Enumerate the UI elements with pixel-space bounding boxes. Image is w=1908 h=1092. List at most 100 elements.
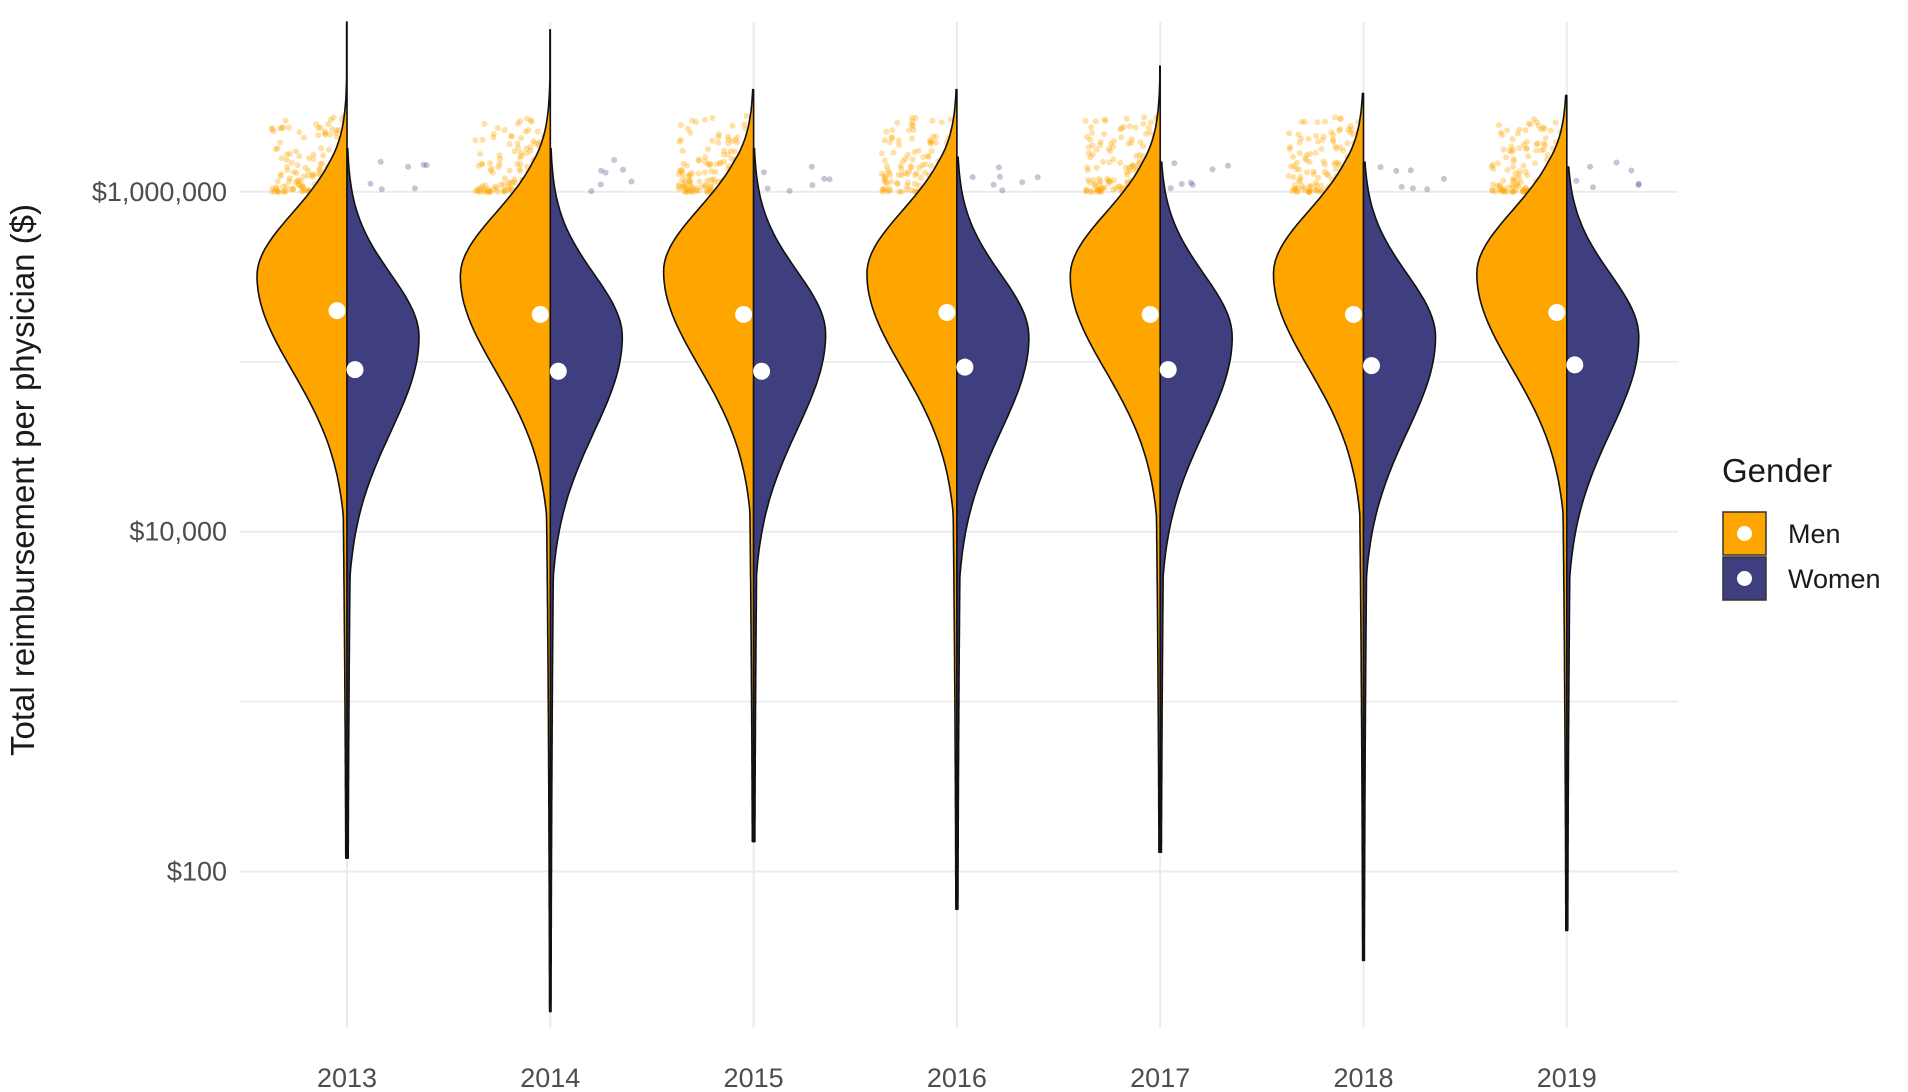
outlier-point bbox=[1512, 187, 1519, 194]
legend-item-women: Women bbox=[1722, 556, 1881, 601]
outlier-point bbox=[1305, 135, 1312, 142]
outlier-point bbox=[1096, 188, 1103, 195]
outlier-point bbox=[1377, 164, 1384, 171]
outlier-point bbox=[701, 116, 708, 123]
outlier-point bbox=[690, 188, 697, 195]
outlier-point bbox=[969, 174, 976, 181]
outlier-point bbox=[1297, 177, 1304, 183]
outlier-point bbox=[517, 154, 524, 161]
outlier-point bbox=[889, 135, 896, 142]
outlier-point bbox=[721, 147, 728, 154]
outlier-point bbox=[883, 163, 890, 170]
outlier-point bbox=[702, 182, 709, 189]
outlier-point bbox=[688, 184, 695, 191]
outlier-point bbox=[486, 188, 493, 195]
outlier-point bbox=[309, 173, 316, 180]
outlier-point bbox=[679, 176, 686, 183]
outlier-point bbox=[1509, 136, 1516, 143]
outlier-point bbox=[1321, 161, 1328, 168]
outlier-point bbox=[1514, 180, 1521, 187]
outlier-point bbox=[277, 139, 284, 146]
outlier-point bbox=[686, 179, 693, 186]
outlier-point bbox=[1291, 186, 1298, 193]
outlier-point bbox=[1097, 178, 1104, 185]
outlier-point bbox=[1336, 162, 1343, 168]
outlier-point bbox=[274, 188, 281, 195]
outlier-point bbox=[322, 130, 329, 137]
outlier-point bbox=[1123, 169, 1130, 176]
outlier-point bbox=[1509, 177, 1516, 184]
outlier-point bbox=[693, 118, 699, 125]
outlier-point bbox=[1533, 119, 1540, 126]
x-tick-label: 2018 bbox=[1333, 1063, 1393, 1092]
outlier-point bbox=[611, 157, 618, 163]
outlier-point bbox=[315, 171, 322, 178]
outlier-point bbox=[518, 152, 525, 159]
outlier-point bbox=[1320, 158, 1327, 165]
outlier-point bbox=[1305, 188, 1312, 195]
outlier-point bbox=[1535, 122, 1542, 129]
legend-label: Men bbox=[1788, 519, 1841, 549]
outlier-point bbox=[913, 170, 920, 177]
outlier-point bbox=[527, 117, 534, 124]
outlier-point bbox=[272, 146, 279, 152]
outlier-point bbox=[1440, 175, 1447, 182]
y-axis: $100 $10,000 $1,000,000 bbox=[92, 177, 227, 887]
outlier-point bbox=[909, 118, 916, 125]
outlier-point bbox=[1117, 159, 1124, 166]
outlier-point bbox=[1293, 166, 1300, 172]
median-dot-women bbox=[346, 361, 364, 379]
outlier-point bbox=[704, 186, 711, 193]
outlier-point bbox=[1082, 118, 1089, 125]
outlier-point bbox=[488, 165, 495, 172]
outlier-point bbox=[1296, 139, 1303, 146]
outlier-point bbox=[920, 154, 927, 161]
outlier-point bbox=[904, 151, 911, 158]
outlier-point bbox=[1096, 180, 1103, 187]
outlier-point bbox=[1225, 162, 1231, 169]
outlier-point bbox=[1148, 119, 1154, 126]
outlier-point bbox=[724, 151, 731, 158]
outlier-point bbox=[684, 162, 690, 169]
outlier-point bbox=[895, 137, 902, 144]
outlier-point bbox=[1105, 180, 1112, 187]
outlier-point bbox=[1295, 178, 1302, 185]
outlier-point bbox=[517, 149, 524, 156]
outlier-point bbox=[1409, 185, 1416, 192]
outlier-point bbox=[490, 186, 497, 193]
outlier-point bbox=[1092, 118, 1099, 125]
outlier-point bbox=[1088, 124, 1095, 131]
violin-half-men bbox=[866, 88, 958, 911]
outlier-point bbox=[1527, 121, 1534, 128]
outlier-point bbox=[588, 188, 595, 195]
outlier-point bbox=[1293, 159, 1300, 166]
outlier-point bbox=[883, 179, 889, 186]
outlier-point bbox=[908, 122, 915, 128]
outlier-point bbox=[1104, 176, 1111, 182]
outlier-point bbox=[320, 152, 327, 159]
outlier-point bbox=[523, 115, 530, 122]
outlier-point bbox=[507, 186, 514, 192]
outlier-point bbox=[881, 176, 888, 182]
outlier-point bbox=[476, 188, 483, 195]
outlier-point bbox=[1111, 177, 1117, 184]
outlier-point bbox=[1515, 183, 1522, 190]
outlier-point bbox=[677, 136, 684, 143]
outlier-point bbox=[501, 175, 508, 182]
outlier-point bbox=[507, 180, 514, 186]
outlier-point bbox=[904, 171, 911, 177]
outlier-point bbox=[887, 172, 894, 179]
outlier-point bbox=[1522, 184, 1529, 191]
outlier-point bbox=[1520, 187, 1527, 194]
outlier-point bbox=[1344, 140, 1351, 147]
outlier-point bbox=[411, 185, 418, 192]
outlier-point bbox=[495, 164, 502, 170]
outlier-point bbox=[1531, 160, 1538, 167]
outlier-point bbox=[301, 187, 308, 194]
outlier-point bbox=[269, 185, 276, 192]
outlier-point bbox=[1540, 140, 1547, 147]
outlier-point bbox=[282, 117, 289, 124]
outlier-point bbox=[707, 160, 714, 167]
outlier-point bbox=[505, 183, 512, 190]
outlier-point bbox=[1120, 124, 1127, 131]
